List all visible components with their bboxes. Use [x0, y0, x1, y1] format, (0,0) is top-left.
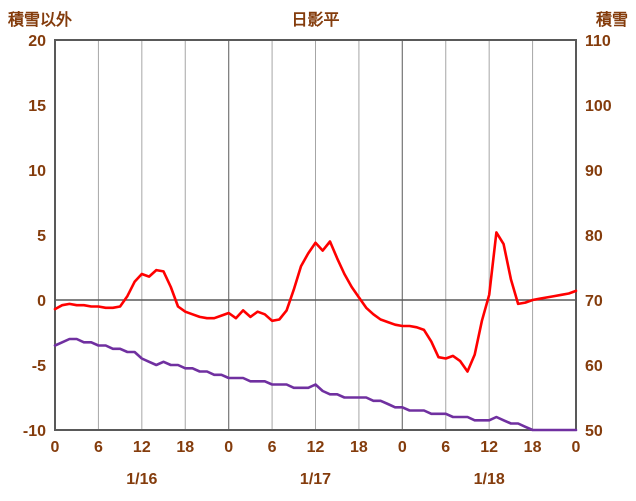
left-axis-tick: 15	[28, 98, 46, 115]
left-axis-title: 積雪以外	[8, 12, 73, 29]
series-line-right	[53, 337, 578, 432]
x-axis-hour-tick: 0	[572, 439, 581, 456]
right-axis-tick: 60	[585, 358, 603, 375]
left-axis-tick: 0	[37, 293, 46, 310]
x-axis-hour-tick: 0	[224, 439, 233, 456]
right-axis-tick: 70	[585, 293, 603, 310]
x-axis-hour-tick: 12	[307, 439, 325, 456]
left-axis-tick: 20	[28, 33, 46, 50]
chart-title: 日影平	[291, 12, 340, 29]
right-axis-title: 積雪	[595, 12, 628, 29]
x-axis-hour-tick: 12	[480, 439, 498, 456]
right-axis-tick: 80	[585, 228, 603, 245]
series-line-left	[53, 231, 578, 373]
right-axis-tick: 90	[585, 163, 603, 180]
right-axis-tick: 50	[585, 423, 603, 440]
x-axis-date-label: 1/18	[474, 471, 505, 488]
x-axis-hour-tick: 6	[441, 439, 450, 456]
x-axis-hour-tick: 12	[133, 439, 151, 456]
x-axis-hour-tick: 18	[176, 439, 194, 456]
x-axis-date-label: 1/17	[300, 471, 331, 488]
left-axis-tick: -5	[32, 358, 46, 375]
x-axis-date-label: 1/16	[126, 471, 157, 488]
right-axis-tick: 110	[585, 33, 611, 50]
x-axis-hour-tick: 6	[268, 439, 277, 456]
plot-border	[54, 39, 577, 431]
x-axis-hour-tick: 0	[51, 439, 60, 456]
x-axis-hour-tick: 6	[94, 439, 103, 456]
right-axis-tick: 100	[585, 98, 612, 115]
left-axis-tick: 10	[28, 163, 46, 180]
left-axis-tick: -10	[23, 423, 46, 440]
x-axis-hour-tick: 0	[398, 439, 407, 456]
left-axis-tick: 5	[37, 228, 46, 245]
x-axis-hour-tick: 18	[350, 439, 368, 456]
x-axis-hour-tick: 18	[524, 439, 542, 456]
